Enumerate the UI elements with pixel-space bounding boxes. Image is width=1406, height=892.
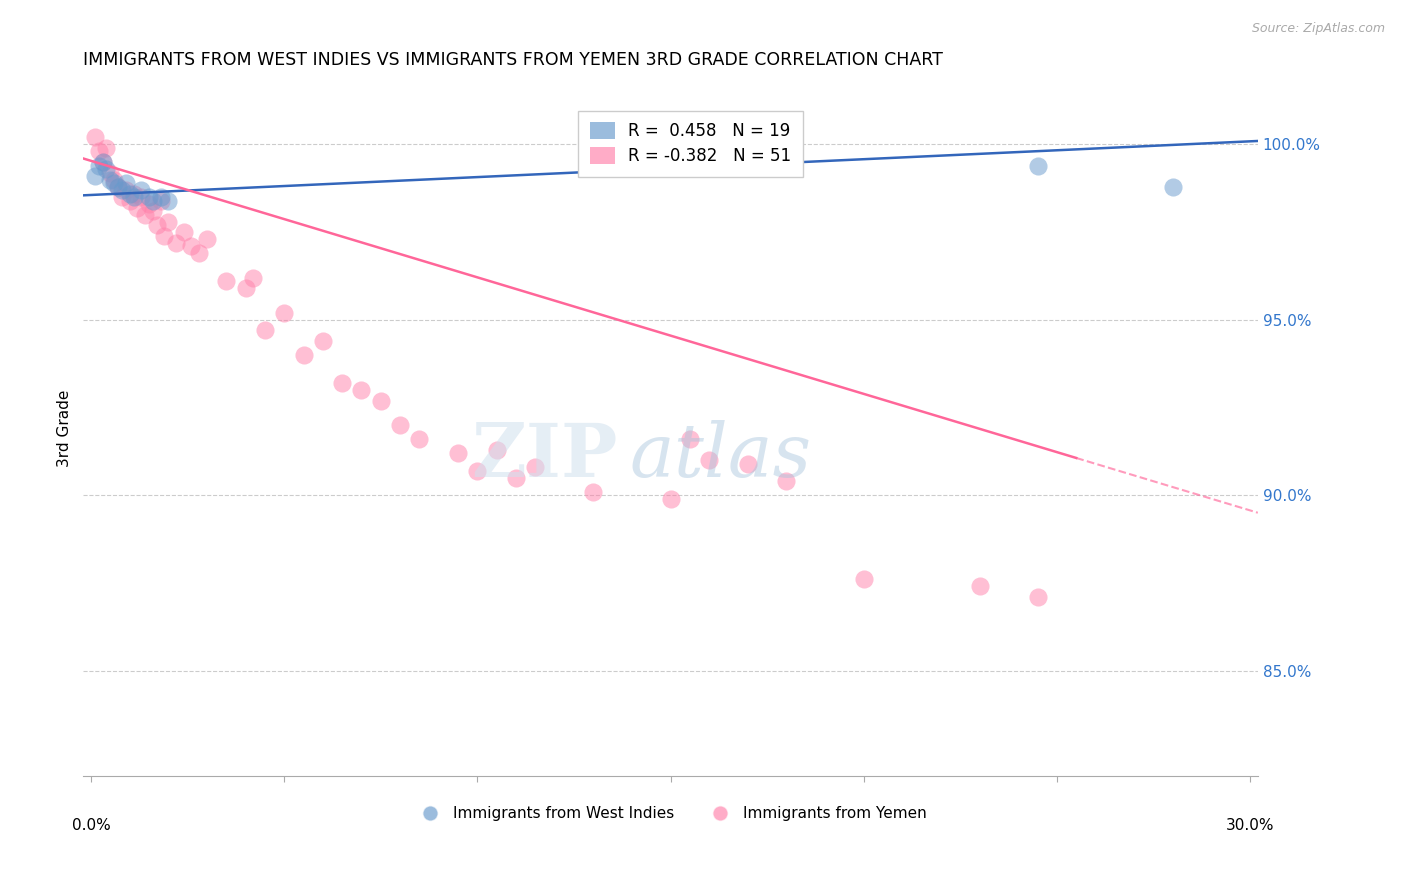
Point <box>408 432 430 446</box>
Point <box>96 161 118 176</box>
Point <box>96 141 118 155</box>
Point <box>165 235 187 250</box>
Point <box>129 183 152 197</box>
Text: Source: ZipAtlas.com: Source: ZipAtlas.com <box>1251 22 1385 36</box>
Point <box>195 232 218 246</box>
Point <box>485 442 508 457</box>
Point <box>127 201 149 215</box>
Point <box>253 323 276 337</box>
Point <box>118 186 141 201</box>
Point <box>111 190 134 204</box>
Point <box>697 453 720 467</box>
Point <box>969 579 991 593</box>
Point <box>142 204 165 219</box>
Text: 30.0%: 30.0% <box>1226 818 1274 833</box>
Point <box>149 190 172 204</box>
Point <box>138 197 160 211</box>
Point <box>83 130 105 145</box>
Point <box>215 274 238 288</box>
Point <box>852 573 875 587</box>
Legend: Immigrants from West Indies, Immigrants from Yemen: Immigrants from West Indies, Immigrants … <box>409 800 932 827</box>
Point <box>180 239 202 253</box>
Point <box>173 225 195 239</box>
Text: IMMIGRANTS FROM WEST INDIES VS IMMIGRANTS FROM YEMEN 3RD GRADE CORRELATION CHART: IMMIGRANTS FROM WEST INDIES VS IMMIGRANT… <box>83 51 943 69</box>
Point <box>505 470 527 484</box>
Text: ZIP: ZIP <box>471 420 617 493</box>
Point <box>134 208 156 222</box>
Point <box>91 155 114 169</box>
Point <box>350 383 373 397</box>
Point <box>659 491 682 506</box>
Point <box>87 145 110 159</box>
Point <box>292 348 315 362</box>
Point <box>103 176 125 190</box>
Point <box>103 172 125 186</box>
Point <box>157 214 180 228</box>
Point <box>114 176 136 190</box>
Point <box>1026 159 1049 173</box>
Point <box>111 183 134 197</box>
Text: 0.0%: 0.0% <box>72 818 111 833</box>
Point <box>83 169 105 183</box>
Point <box>142 194 165 208</box>
Point <box>737 457 759 471</box>
Point <box>145 218 167 232</box>
Point <box>273 306 295 320</box>
Point <box>157 194 180 208</box>
Point <box>775 474 797 488</box>
Point <box>235 281 257 295</box>
Point <box>107 179 129 194</box>
Point <box>242 270 264 285</box>
Point <box>312 334 335 348</box>
Point <box>114 183 136 197</box>
Point <box>91 155 114 169</box>
Point <box>87 159 110 173</box>
Point <box>679 432 702 446</box>
Point <box>330 376 353 390</box>
Point <box>122 186 145 201</box>
Text: atlas: atlas <box>630 420 811 492</box>
Point <box>122 190 145 204</box>
Point <box>118 194 141 208</box>
Point <box>697 134 720 148</box>
Point <box>129 190 152 204</box>
Point <box>98 165 121 179</box>
Point <box>467 464 489 478</box>
Point <box>447 446 470 460</box>
Point <box>98 172 121 186</box>
Point <box>370 393 392 408</box>
Point <box>1161 179 1184 194</box>
Point <box>107 179 129 194</box>
Point <box>188 246 211 260</box>
Y-axis label: 3rd Grade: 3rd Grade <box>58 390 72 467</box>
Point <box>149 194 172 208</box>
Point <box>582 484 605 499</box>
Point <box>153 228 176 243</box>
Point <box>138 190 160 204</box>
Point <box>524 460 547 475</box>
Point <box>389 418 412 433</box>
Point <box>1026 590 1049 604</box>
